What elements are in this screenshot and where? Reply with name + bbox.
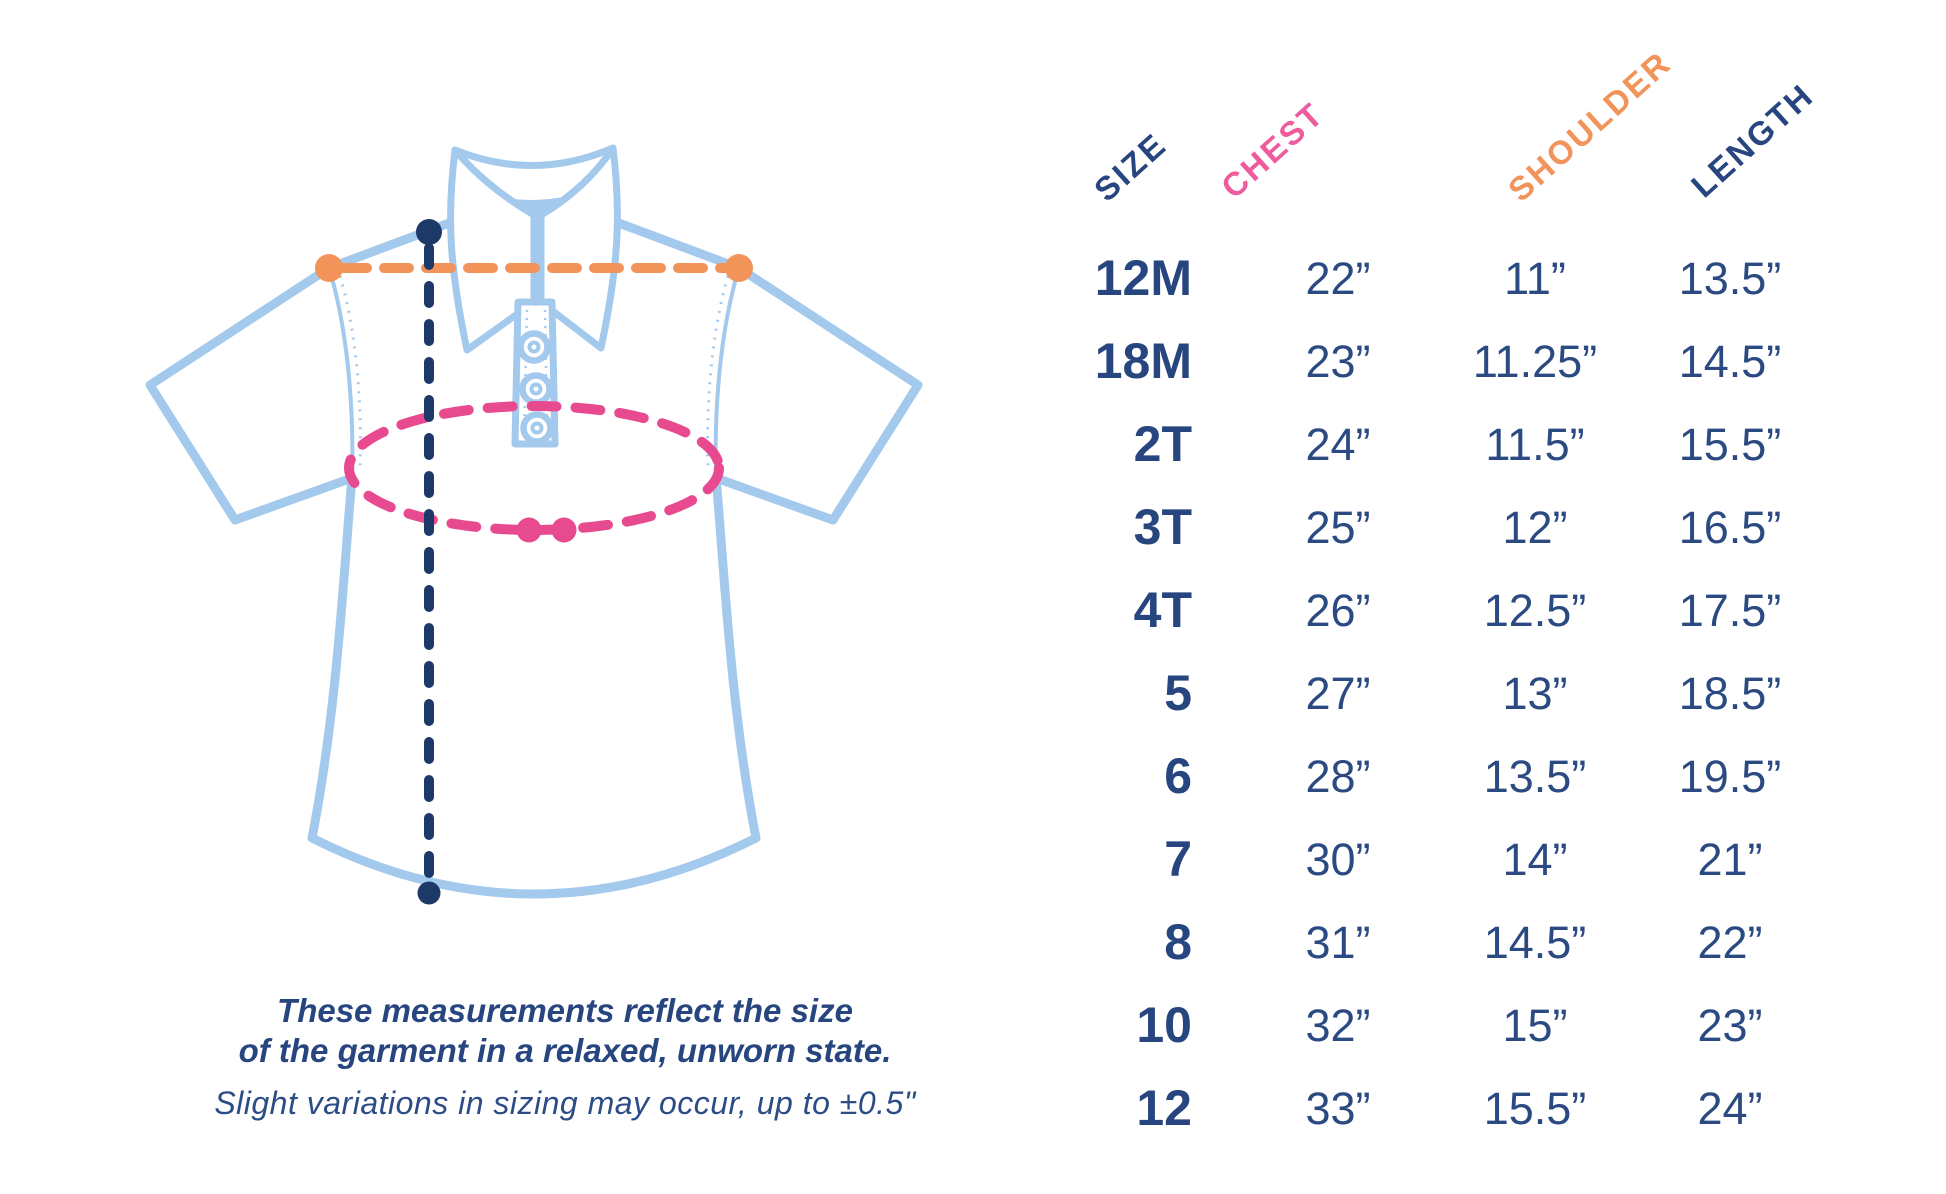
length-value: 14.5” bbox=[1678, 336, 1782, 387]
chest-dot-right bbox=[551, 517, 577, 543]
length-value: 16.5” bbox=[1678, 502, 1782, 553]
length-dot-bottom bbox=[417, 881, 441, 905]
shirt-body bbox=[145, 205, 923, 899]
placket bbox=[511, 298, 559, 448]
chest-value: 22” bbox=[1305, 253, 1371, 304]
column-header-chest: CHEST bbox=[1213, 94, 1332, 206]
note-bold-line-2: of the garment in a relaxed, unworn stat… bbox=[238, 1032, 892, 1069]
shoulder-value: 11” bbox=[1504, 253, 1566, 304]
shirt-outline bbox=[145, 205, 923, 899]
length-value: 21” bbox=[1697, 834, 1763, 885]
shoulder-value: 13.5” bbox=[1483, 751, 1587, 802]
shoulder-value: 13” bbox=[1502, 668, 1568, 719]
shoulder-value: 12.5” bbox=[1483, 585, 1587, 636]
column-header-shoulder: SHOULDER bbox=[1500, 43, 1679, 209]
chest-column: 22” 23” 24” 25” 26” 27” 28” 30” 31” 32” … bbox=[1238, 237, 1438, 1150]
chest-value: 23” bbox=[1305, 336, 1371, 387]
size-cell: 12 bbox=[1136, 1080, 1192, 1136]
size-column: 12M 18M 2T 3T 4T 5 6 7 8 10 12 bbox=[1000, 237, 1192, 1150]
chest-value: 30” bbox=[1305, 834, 1371, 885]
collar-leaf-right bbox=[537, 144, 621, 352]
column-header-length: LENGTH bbox=[1683, 76, 1821, 205]
shoulder-measure-line bbox=[315, 254, 753, 282]
chest-value: 25” bbox=[1305, 502, 1371, 553]
chest-value: 28” bbox=[1305, 751, 1371, 802]
note-light-line: Slight variations in sizing may occur, u… bbox=[214, 1085, 916, 1121]
length-value: 23” bbox=[1697, 1000, 1763, 1051]
collar-leaf-left bbox=[447, 146, 538, 354]
chest-dot-left bbox=[516, 517, 542, 543]
column-header-size: SIZE bbox=[1086, 125, 1174, 209]
shoulder-value: 15” bbox=[1502, 1000, 1568, 1051]
shoulder-dot-left bbox=[315, 254, 343, 282]
shoulder-value: 12” bbox=[1502, 502, 1568, 553]
polo-shirt-illustration bbox=[145, 144, 923, 905]
size-cell: 5 bbox=[1164, 665, 1192, 721]
size-cell: 10 bbox=[1136, 997, 1192, 1053]
chest-measure-line bbox=[344, 401, 724, 543]
length-dot-top bbox=[416, 219, 442, 245]
size-cell: 6 bbox=[1164, 748, 1192, 804]
chest-value: 27” bbox=[1305, 668, 1371, 719]
shoulder-value: 11.5” bbox=[1485, 419, 1585, 470]
length-value: 17.5” bbox=[1678, 585, 1782, 636]
button-icon bbox=[517, 330, 554, 445]
length-column: 13.5” 14.5” 15.5” 16.5” 17.5” 18.5” 19.5… bbox=[1630, 237, 1830, 1150]
size-cell: 2T bbox=[1133, 416, 1192, 472]
length-value: 13.5” bbox=[1678, 253, 1782, 304]
length-value: 22” bbox=[1697, 917, 1763, 968]
shoulder-value: 14.5” bbox=[1483, 917, 1587, 968]
note-bold-line-1: These measurements reflect the size bbox=[277, 992, 853, 1029]
chest-value: 24” bbox=[1305, 419, 1371, 470]
size-cell: 3T bbox=[1133, 499, 1192, 555]
shoulder-value: 15.5” bbox=[1483, 1083, 1587, 1134]
shoulder-dot-right bbox=[725, 254, 753, 282]
length-value: 19.5” bbox=[1678, 751, 1782, 802]
length-value: 15.5” bbox=[1678, 419, 1782, 470]
chest-value: 31” bbox=[1305, 917, 1371, 968]
size-cell: 18M bbox=[1094, 333, 1192, 389]
length-measure-line bbox=[416, 219, 442, 905]
shoulder-value: 11.25” bbox=[1472, 336, 1598, 387]
chest-value: 26” bbox=[1305, 585, 1371, 636]
length-value: 24” bbox=[1697, 1083, 1763, 1134]
chest-value: 33” bbox=[1305, 1083, 1371, 1134]
size-cell: 12M bbox=[1094, 250, 1192, 306]
size-cell: 7 bbox=[1164, 831, 1192, 887]
measurement-note: These measurements reflect the size of t… bbox=[160, 991, 970, 1122]
size-cell: 8 bbox=[1164, 914, 1192, 970]
shoulder-value: 14” bbox=[1502, 834, 1568, 885]
size-cell: 4T bbox=[1133, 582, 1192, 638]
collar bbox=[447, 144, 621, 354]
length-value: 18.5” bbox=[1678, 668, 1782, 719]
chest-value: 32” bbox=[1305, 1000, 1371, 1051]
shoulder-column: 11” 11.25” 11.5” 12” 12.5” 13” 13.5” 14”… bbox=[1435, 237, 1635, 1150]
